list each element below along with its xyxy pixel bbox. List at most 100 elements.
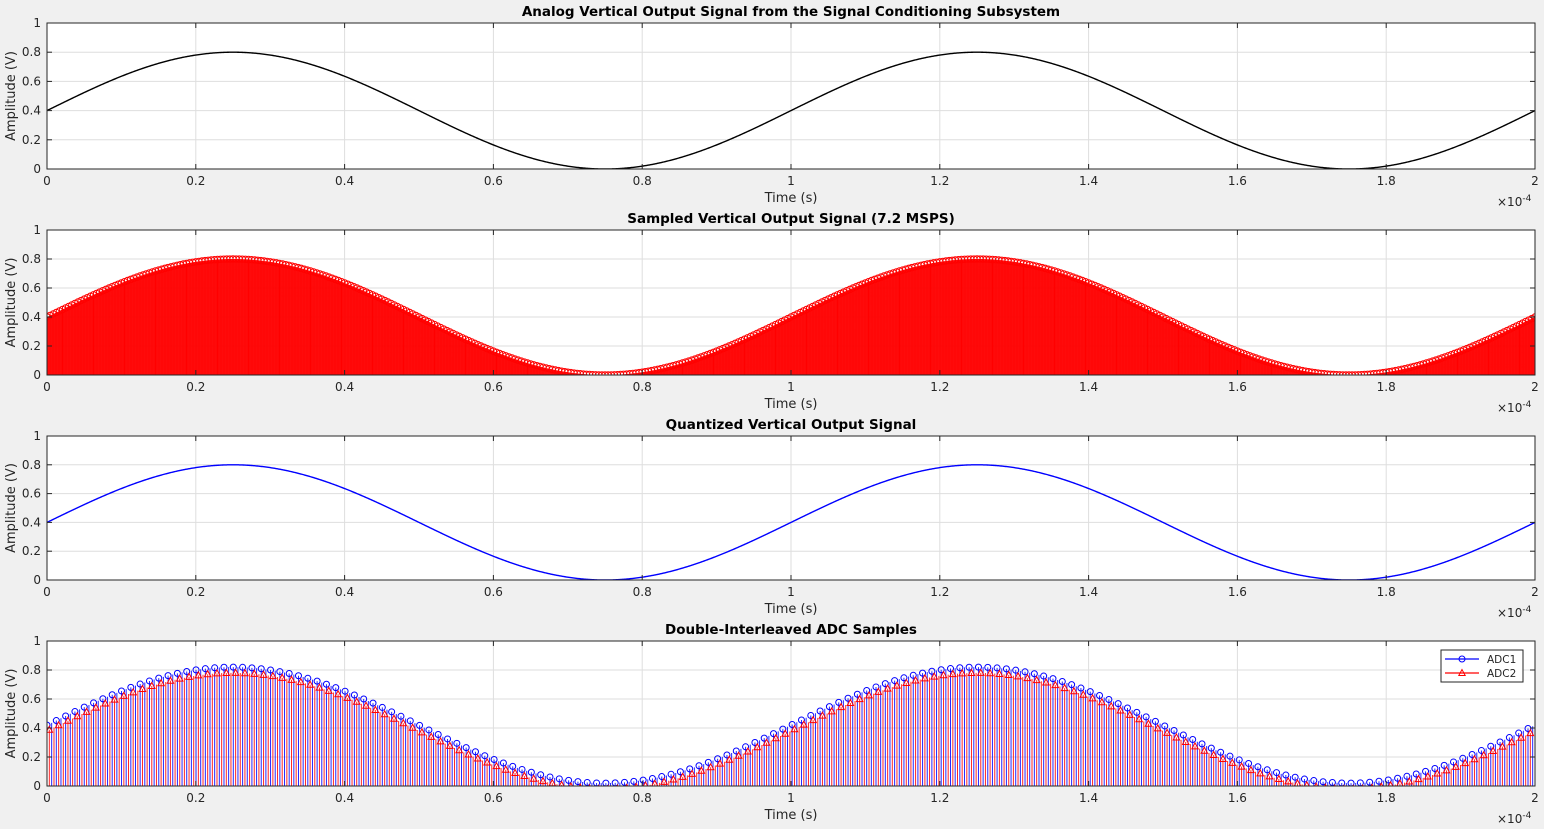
marker-adc1 bbox=[974, 663, 982, 671]
marker-adc2 bbox=[445, 741, 454, 749]
marker-adc2 bbox=[1228, 758, 1237, 766]
marker-adc1 bbox=[211, 664, 219, 672]
marker-adc1 bbox=[1189, 735, 1197, 743]
marker-adc2 bbox=[306, 680, 315, 688]
marker-adc1 bbox=[537, 771, 545, 779]
marker-adc2 bbox=[855, 694, 864, 703]
y-tick-label: 0 bbox=[33, 779, 41, 793]
marker-adc1 bbox=[294, 672, 302, 680]
marker-adc1 bbox=[732, 747, 740, 755]
marker-adc2 bbox=[119, 691, 128, 699]
x-tick-label: 1 bbox=[787, 791, 795, 805]
marker-adc2 bbox=[846, 698, 855, 707]
marker-adc1 bbox=[304, 674, 312, 682]
x-tick-label: 0.8 bbox=[633, 585, 652, 599]
y-tick-label: 0.6 bbox=[22, 487, 41, 501]
sample-marker bbox=[130, 274, 138, 282]
marker-adc1 bbox=[1496, 738, 1504, 746]
x-tick-label: 1 bbox=[787, 585, 795, 599]
sample-marker bbox=[328, 274, 336, 282]
marker-adc2 bbox=[1181, 737, 1190, 745]
marker-adc2 bbox=[697, 766, 706, 774]
marker-adc1 bbox=[145, 677, 153, 685]
marker-adc2 bbox=[511, 768, 520, 776]
series-group bbox=[47, 464, 1535, 580]
x-tick-label: 1.8 bbox=[1377, 791, 1396, 805]
x-tick-label: 0.2 bbox=[186, 174, 205, 188]
marker-adc1 bbox=[1049, 675, 1057, 683]
marker-adc2 bbox=[361, 701, 371, 709]
marker-adc2 bbox=[920, 673, 929, 682]
marker-adc2 bbox=[492, 761, 501, 770]
marker-adc1 bbox=[47, 721, 51, 729]
x-tick-label: 0.8 bbox=[633, 791, 652, 805]
marker-adc1 bbox=[1245, 759, 1253, 767]
marker-adc1 bbox=[1273, 769, 1281, 777]
marker-adc1 bbox=[667, 770, 675, 778]
marker-adc2 bbox=[1163, 728, 1172, 736]
x-tick-label: 1 bbox=[787, 174, 795, 188]
marker-adc2 bbox=[725, 755, 734, 763]
marker-adc1 bbox=[425, 726, 433, 734]
marker-adc1 bbox=[1086, 688, 1094, 696]
sample-marker bbox=[1066, 272, 1074, 280]
x-tick-label: 1.2 bbox=[930, 791, 949, 805]
marker-adc1 bbox=[1515, 729, 1523, 737]
x-tick-label: 0.8 bbox=[633, 380, 652, 394]
sample-marker bbox=[874, 274, 882, 282]
marker-adc2 bbox=[399, 718, 408, 727]
marker-adc2 bbox=[1507, 737, 1516, 746]
x-axis-label: Time (s) bbox=[764, 602, 818, 617]
marker-adc1 bbox=[108, 691, 116, 699]
marker-adc1 bbox=[434, 730, 442, 738]
marker-adc2 bbox=[1097, 697, 1106, 706]
marker-adc2 bbox=[324, 686, 333, 694]
marker-adc1 bbox=[947, 665, 955, 673]
marker-adc2 bbox=[54, 720, 63, 729]
marker-adc1 bbox=[1077, 684, 1085, 692]
sample-marker bbox=[495, 349, 504, 358]
x-tick-label: 0.6 bbox=[484, 791, 503, 805]
marker-adc1 bbox=[844, 694, 852, 702]
marker-adc2 bbox=[296, 677, 305, 686]
x-tick-label: 0.4 bbox=[335, 585, 354, 599]
marker-adc1 bbox=[267, 666, 275, 674]
marker-adc1 bbox=[453, 739, 461, 747]
marker-adc1 bbox=[1375, 777, 1383, 785]
marker-adc2 bbox=[1060, 683, 1069, 692]
marker-adc1 bbox=[984, 663, 992, 671]
marker-adc1 bbox=[779, 725, 787, 733]
marker-adc2 bbox=[1293, 778, 1302, 786]
marker-adc2 bbox=[520, 771, 529, 779]
marker-adc1 bbox=[1524, 725, 1532, 733]
x-exponent-power: -4 bbox=[1522, 811, 1531, 821]
sample-marker bbox=[1441, 353, 1449, 361]
marker-adc1 bbox=[276, 668, 284, 676]
marker-adc1 bbox=[164, 672, 172, 680]
marker-adc1 bbox=[1450, 758, 1457, 766]
marker-adc2 bbox=[1144, 719, 1153, 727]
marker-adc1 bbox=[118, 687, 126, 695]
marker-adc1 bbox=[1002, 665, 1010, 673]
x-tick-label: 0.2 bbox=[186, 380, 205, 394]
series-group bbox=[47, 663, 1535, 786]
marker-adc1 bbox=[909, 671, 917, 679]
marker-adc2 bbox=[287, 675, 296, 683]
x-tick-label: 1.2 bbox=[930, 380, 949, 394]
sample-marker bbox=[867, 276, 876, 285]
x-axis-label: Time (s) bbox=[764, 808, 818, 823]
marker-adc2 bbox=[1387, 780, 1394, 786]
x-tick-label: 0 bbox=[43, 585, 51, 599]
x-tick-label: 0.4 bbox=[335, 380, 354, 394]
marker-adc1 bbox=[462, 744, 470, 752]
chart-title: Quantized Vertical Output Signal bbox=[666, 417, 917, 433]
marker-adc2 bbox=[642, 780, 649, 786]
chart-title: Sampled Vertical Output Signal (7.2 MSPS… bbox=[627, 211, 955, 227]
marker-adc2 bbox=[73, 711, 82, 720]
marker-adc1 bbox=[993, 664, 1001, 672]
marker-adc2 bbox=[986, 668, 995, 677]
marker-adc1 bbox=[900, 674, 908, 682]
legend-box bbox=[1440, 649, 1524, 683]
y-tick-label: 0.6 bbox=[22, 692, 41, 706]
marker-adc1 bbox=[99, 695, 107, 703]
